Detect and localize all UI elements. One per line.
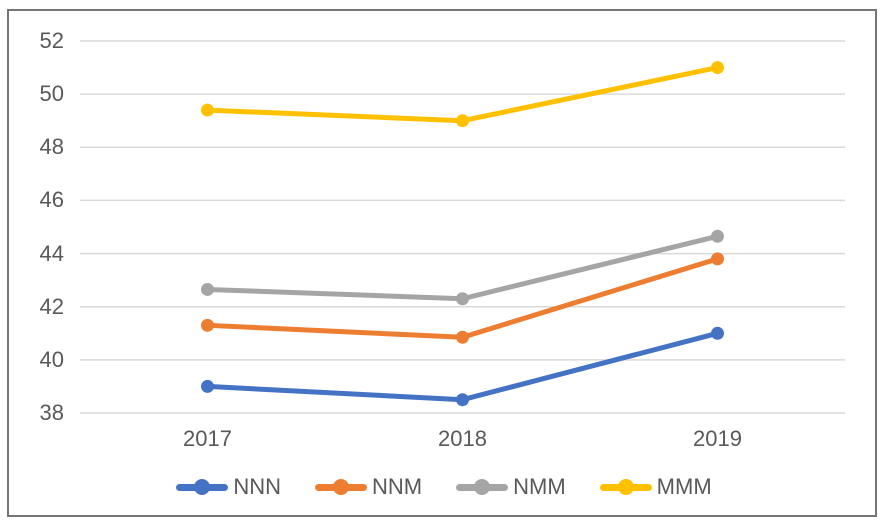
legend-label: NNM bbox=[372, 474, 423, 499]
data-point-NNM-2019 bbox=[711, 252, 724, 266]
legend-dot-icon bbox=[617, 479, 634, 495]
legend-dot-icon bbox=[333, 479, 350, 495]
legend-item-NNN: NNN bbox=[176, 474, 281, 500]
y-tick-label: 52 bbox=[39, 28, 64, 53]
legend-line-marker-icon bbox=[176, 479, 229, 495]
y-tick-label: 42 bbox=[39, 293, 64, 319]
x-tick-label: 2018 bbox=[438, 426, 487, 451]
data-point-NNN-2017 bbox=[201, 379, 214, 393]
data-point-MMM-2019 bbox=[711, 61, 724, 75]
legend-label: NNN bbox=[233, 474, 282, 499]
legend-label: MMM bbox=[656, 474, 712, 499]
y-tick-label: 46 bbox=[39, 187, 64, 213]
data-point-NMM-2017 bbox=[201, 282, 214, 296]
series-line-NMM bbox=[205, 233, 720, 302]
legend-item-NMM: NMM bbox=[456, 474, 566, 500]
data-point-NNM-2018 bbox=[456, 330, 469, 344]
data-point-NNN-2018 bbox=[456, 393, 469, 407]
x-tick-label: 2019 bbox=[693, 426, 742, 451]
y-tick-label: 50 bbox=[39, 81, 64, 107]
y-tick-label: 38 bbox=[39, 400, 64, 425]
legend-item-NNM: NNM bbox=[315, 474, 422, 500]
legend-item-MMM: MMM bbox=[599, 474, 712, 500]
data-point-NMM-2018 bbox=[456, 292, 469, 306]
legend-dot-icon bbox=[474, 479, 491, 495]
legend-label: NMM bbox=[513, 474, 566, 499]
data-point-MMM-2018 bbox=[456, 114, 469, 128]
y-tick-label: 44 bbox=[39, 240, 64, 266]
data-point-MMM-2017 bbox=[201, 103, 214, 117]
legend-line-marker-icon bbox=[599, 479, 652, 495]
x-tick-label: 2017 bbox=[183, 426, 232, 451]
legend-line-marker-icon bbox=[456, 479, 509, 495]
y-tick-label: 48 bbox=[39, 134, 64, 160]
data-point-NMM-2019 bbox=[711, 229, 724, 243]
data-point-NNM-2017 bbox=[201, 318, 214, 332]
legend-dot-icon bbox=[194, 479, 211, 495]
chart-legend: NNN NNM NMM MMM bbox=[0, 474, 888, 500]
legend-line-marker-icon bbox=[315, 479, 368, 495]
y-tick-label: 40 bbox=[39, 346, 64, 372]
data-point-NNN-2019 bbox=[711, 326, 724, 340]
